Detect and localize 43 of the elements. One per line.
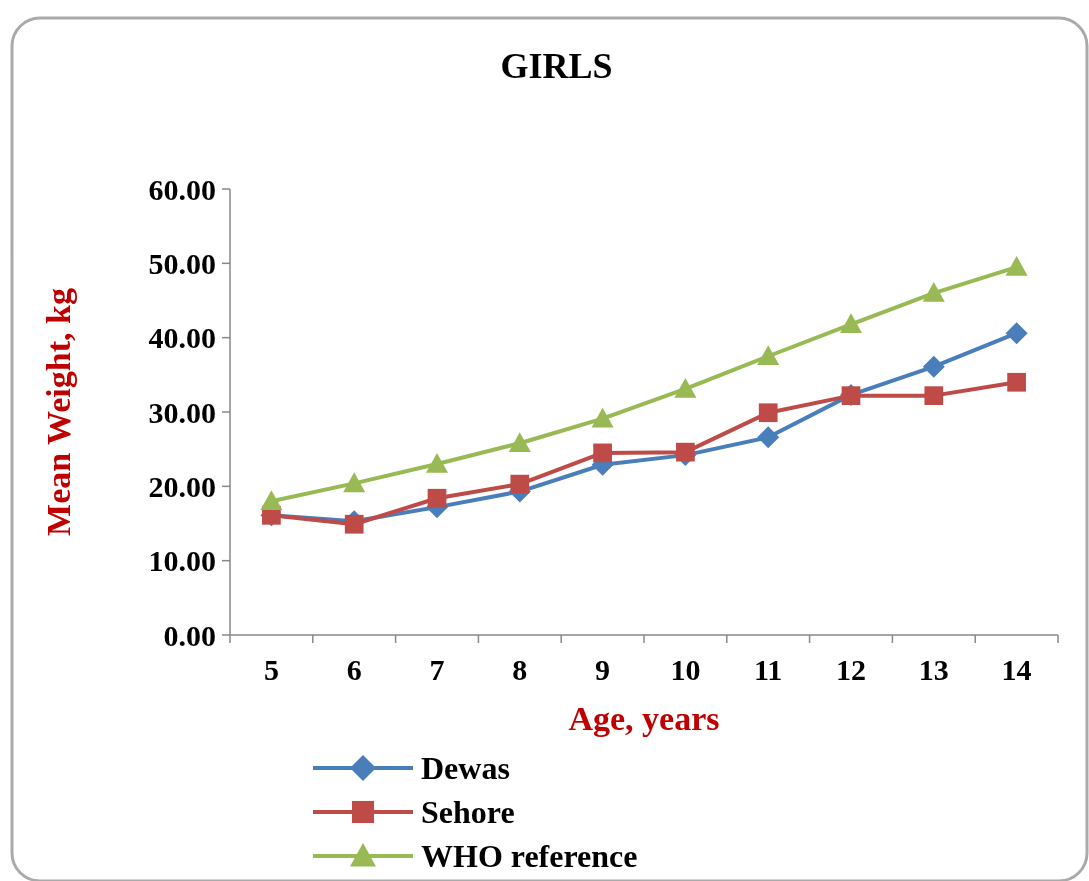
point bbox=[508, 432, 531, 453]
point bbox=[593, 443, 612, 463]
y-tick-label: 30.00 bbox=[148, 395, 216, 429]
point bbox=[757, 345, 780, 366]
x-tick-label: 6 bbox=[346, 653, 362, 686]
x-tick-label: 13 bbox=[918, 653, 949, 686]
legend-label: Dewas bbox=[421, 750, 510, 787]
y-tick-label: 20.00 bbox=[148, 469, 216, 503]
x-tick-label: 12 bbox=[836, 653, 866, 686]
x-tick-label: 5 bbox=[263, 653, 279, 686]
point bbox=[591, 407, 614, 428]
x-tick-label: 7 bbox=[429, 653, 445, 686]
point bbox=[426, 453, 448, 473]
point bbox=[922, 282, 945, 302]
point bbox=[924, 386, 944, 405]
point bbox=[1005, 322, 1028, 345]
point bbox=[758, 403, 778, 423]
point bbox=[427, 488, 447, 508]
point bbox=[1005, 256, 1028, 276]
legend-label: WHO reference bbox=[421, 838, 638, 875]
chart-title: GIRLS bbox=[500, 46, 613, 86]
point bbox=[674, 377, 697, 398]
y-tick-label: 0.00 bbox=[163, 618, 216, 652]
point bbox=[676, 442, 695, 462]
point bbox=[1007, 372, 1026, 392]
y-tick-label: 40.00 bbox=[148, 321, 216, 355]
point bbox=[510, 474, 530, 494]
y-tick-label: 50.00 bbox=[148, 246, 216, 280]
y-axis-title: Mean Weight, kg bbox=[40, 288, 77, 536]
point bbox=[343, 472, 366, 493]
y-tick-label: 10.00 bbox=[148, 544, 216, 578]
point bbox=[922, 355, 945, 378]
x-axis-title: Age, years bbox=[568, 700, 720, 737]
y-tick-label: 60.00 bbox=[148, 172, 216, 206]
x-tick-label: 9 bbox=[595, 653, 611, 686]
x-tick-label: 14 bbox=[1001, 653, 1032, 686]
x-tick-label: 8 bbox=[512, 653, 528, 686]
point bbox=[840, 313, 862, 334]
x-tick-label: 11 bbox=[754, 653, 783, 686]
x-tick-label: 10 bbox=[670, 653, 701, 686]
legend-label: Sehore bbox=[421, 794, 515, 831]
point bbox=[757, 426, 780, 449]
point bbox=[260, 490, 283, 510]
